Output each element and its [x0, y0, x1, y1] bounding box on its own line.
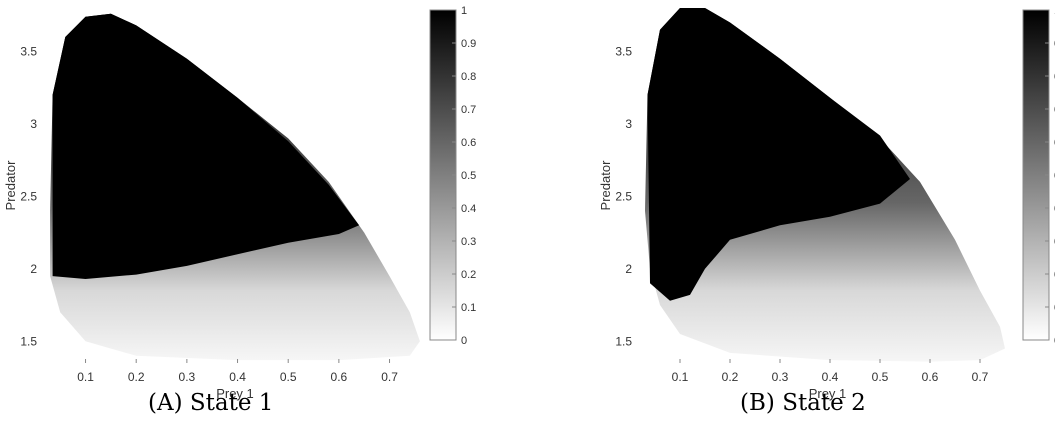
chart-panel-a: 0.1 0.2 0.3 0.4 0.5 0.6 0.7 1.5 2 2.5 3 3.5 Prey 1 Pr…: [3, 5, 476, 401]
x-tick-label: 0.5: [872, 370, 889, 384]
x-axis-label: Prey 1: [809, 386, 847, 401]
x-tick-label: 0.5: [280, 370, 297, 384]
x-tick-label: 0.3: [772, 370, 789, 384]
x-tick-label: 0.1: [672, 370, 689, 384]
y-tick-label: 3: [30, 117, 37, 131]
x-tick-label: 0.7: [381, 370, 398, 384]
colorbar-tick-label: 0.8: [461, 71, 476, 83]
colorbar-tick-label: 0.5: [461, 170, 476, 182]
x-tick-label: 0.7: [972, 370, 989, 384]
x-tick-label: 0.4: [822, 370, 839, 384]
caption-a-letter: A: [156, 390, 174, 416]
y-axis-label: Predator: [3, 160, 18, 211]
x-tick-label: 0.4: [229, 370, 246, 384]
colorbar-tick-label: 0.3: [461, 236, 476, 248]
x-tick-label: 0.6: [922, 370, 939, 384]
high-probability-region: [52, 13, 360, 280]
colorbar-tick-label: 0.7: [461, 104, 476, 116]
x-tick-label: 0.2: [722, 370, 739, 384]
colorbar-tick-label: 0.6: [461, 137, 476, 149]
x-tick-label: 0.2: [128, 370, 145, 384]
caption-b-letter: B: [748, 390, 766, 416]
colorbar: [1022, 9, 1050, 341]
y-tick-label: 3.5: [20, 44, 37, 58]
colorbar-tick-label: 0.1: [461, 302, 476, 314]
x-tick-label: 0.3: [179, 370, 196, 384]
colorbar-tick-label: 1: [461, 5, 467, 17]
y-tick-label: 2: [30, 262, 37, 276]
y-tick-label: 2: [625, 262, 632, 276]
caption-a-text: State 1: [189, 390, 274, 416]
caption-b: (B) State 2: [740, 390, 866, 416]
y-tick-label: 3: [625, 117, 632, 131]
y-tick-label: 1.5: [20, 334, 37, 348]
colorbar-tick-label: 0: [461, 335, 467, 347]
colorbar-tick-label: 0.9: [461, 38, 476, 50]
x-tick-label: 0.1: [77, 370, 94, 384]
y-tick-label: 2.5: [615, 189, 632, 203]
colorbar-tick-label: 0.4: [461, 203, 476, 215]
colorbar: [429, 9, 457, 341]
high-probability-region: [647, 8, 910, 301]
x-tick-label: 0.6: [331, 370, 348, 384]
caption-a: (A) State 1: [148, 390, 274, 416]
chart-panel-b: 0.1 0.2 0.3 0.4 0.5 0.6 0.7 1.5 2 2.5 3 3.5 Prey 1 Pr…: [598, 5, 1055, 401]
x-axis-label: Prey 1: [216, 386, 254, 401]
caption-b-text: State 2: [782, 390, 866, 416]
y-axis-label: Predator: [598, 160, 613, 211]
y-tick-label: 3.5: [615, 44, 632, 58]
y-tick-label: 1.5: [615, 334, 632, 348]
colorbar-tick-label: 0.2: [461, 269, 476, 281]
y-tick-label: 2.5: [20, 189, 37, 203]
